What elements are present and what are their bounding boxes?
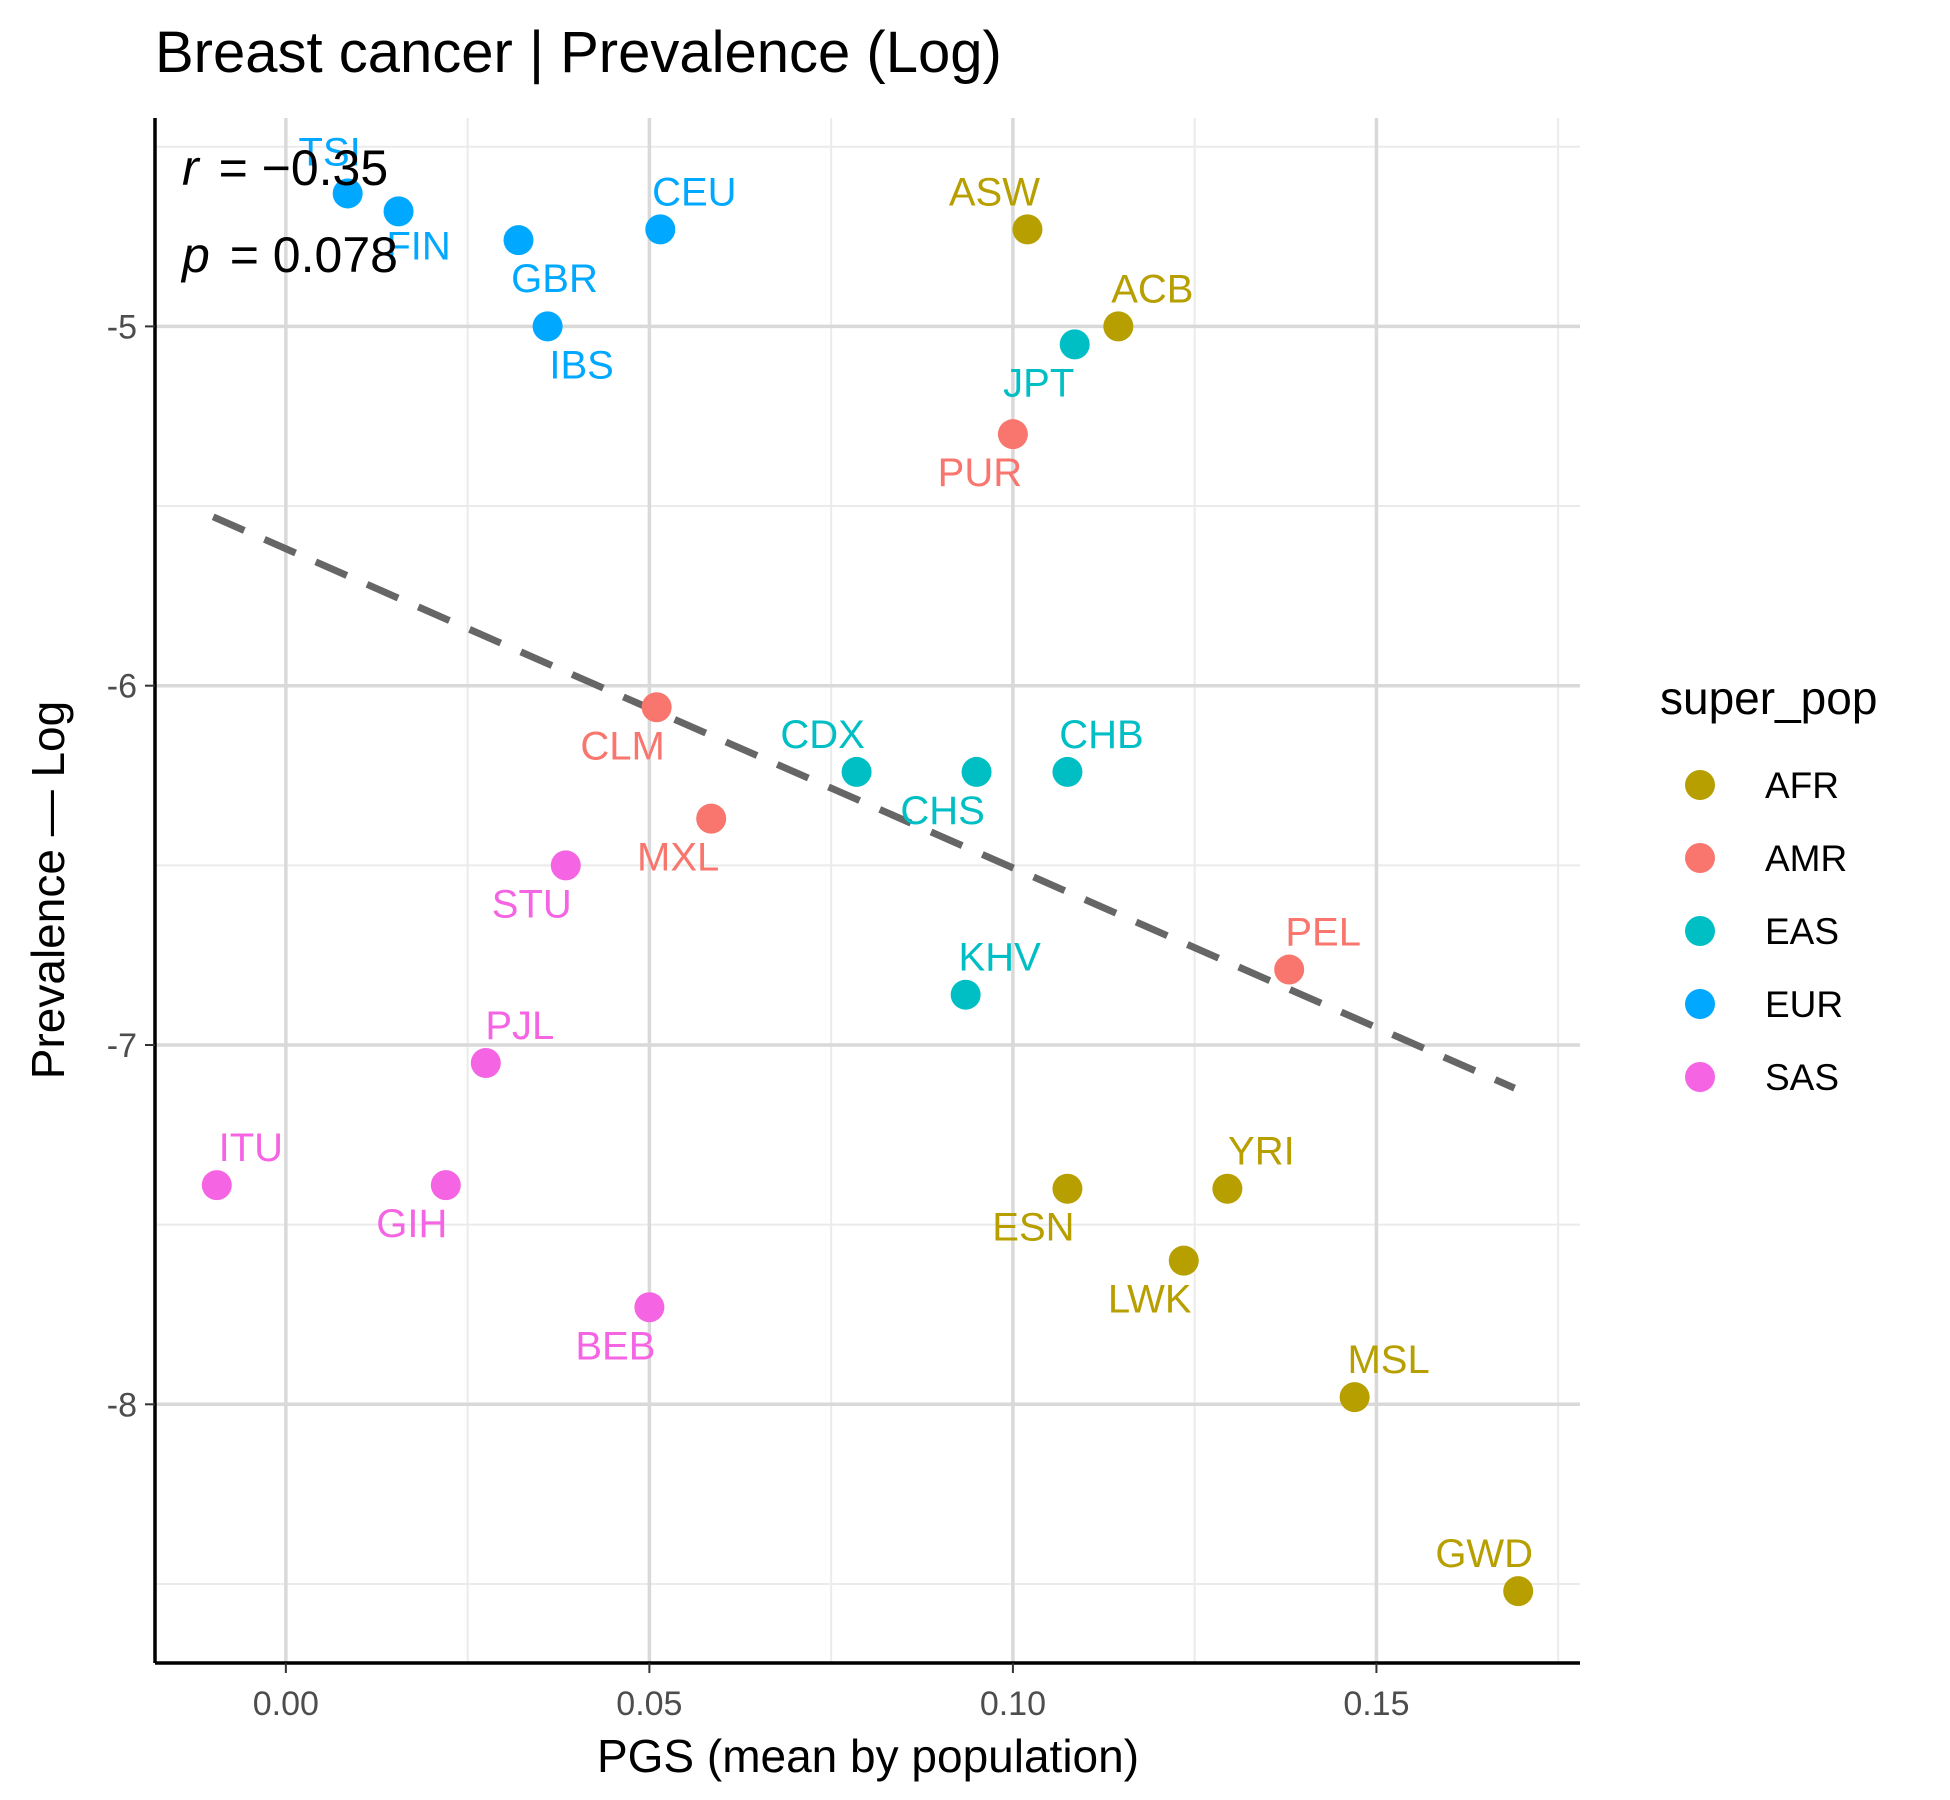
legend: super_pop AFR AMR EAS EUR SAS [1660, 672, 1877, 1098]
legend-label-sas: SAS [1765, 1057, 1839, 1098]
point-lwk [1168, 1245, 1199, 1276]
point-label-stu: STU [492, 882, 572, 926]
point-label-pel: PEL [1285, 911, 1361, 955]
point-yri [1212, 1173, 1243, 1204]
x-axis-ticks: 0.00 0.05 0.10 0.15 [253, 1663, 1410, 1723]
point-khv [950, 979, 981, 1010]
chart-title: Breast cancer | Prevalence (Log) [155, 20, 1002, 85]
point-pjl [470, 1047, 501, 1078]
point-label-clm: CLM [580, 724, 664, 768]
p-stat-value: = 0.078 [230, 227, 398, 283]
legend-label-eas: EAS [1765, 911, 1839, 952]
y-tick-label: -6 [107, 668, 137, 706]
point-pur [997, 419, 1028, 450]
point-cdx [841, 756, 872, 787]
legend-key-eur [1685, 989, 1715, 1019]
correlation-stats: r = −0.35 p = 0.078 [180, 140, 398, 283]
point-msl [1339, 1382, 1370, 1413]
x-tick-label: 0.15 [1343, 1685, 1409, 1723]
point-chb [1052, 756, 1083, 787]
point-tsi [332, 178, 363, 209]
y-axis-title: Prevalence — Log [22, 701, 74, 1079]
legend-label-afr: AFR [1765, 765, 1839, 806]
p-stat: p = 0.078 [180, 227, 398, 283]
point-labels-layer: TSI FIN GBR IBS CEU ASW ACB JPT PUR CLM MXL PEL CDX C… [219, 130, 1534, 1576]
point-label-lwk: LWK [1108, 1278, 1192, 1322]
p-stat-label: p [180, 227, 210, 283]
point-label-ibs: IBS [549, 343, 613, 387]
fit-line-layer [211, 513, 1516, 1092]
point-label-khv: KHV [959, 936, 1042, 980]
point-label-cdx: CDX [780, 713, 864, 757]
point-label-gwd: GWD [1435, 1532, 1533, 1576]
point-label-fin: FIN [386, 224, 450, 268]
point-label-gbr: GBR [511, 257, 598, 301]
y-axis-ticks: -5 -6 -7 -8 [107, 308, 155, 1424]
point-chs [961, 756, 992, 787]
legend-key-eas [1685, 916, 1715, 946]
legend-label-amr: AMR [1765, 838, 1847, 879]
points-layer [201, 178, 1534, 1607]
point-label-ceu: CEU [652, 170, 736, 214]
y-tick-label: -7 [107, 1027, 137, 1065]
point-label-beb: BEB [575, 1324, 655, 1368]
point-label-msl: MSL [1347, 1338, 1429, 1382]
x-tick-label: 0.05 [616, 1685, 682, 1723]
point-fin [383, 196, 414, 227]
x-tick-label: 0.10 [980, 1685, 1046, 1723]
point-itu [201, 1170, 232, 1201]
point-pel [1274, 954, 1305, 985]
point-label-chb: CHB [1059, 713, 1143, 757]
point-mxl [696, 803, 727, 834]
minor-gridlines [155, 118, 1580, 1663]
y-tick-label: -5 [107, 308, 137, 346]
x-axis-title: PGS (mean by population) [597, 1730, 1139, 1782]
point-label-pur: PUR [938, 451, 1022, 495]
regression-line [211, 513, 1516, 1092]
r-stat-label: r [182, 140, 201, 196]
legend-key-amr [1685, 843, 1715, 873]
point-label-esn: ESN [992, 1206, 1074, 1250]
point-ibs [532, 311, 563, 342]
point-clm [641, 692, 672, 723]
point-esn [1052, 1173, 1083, 1204]
r-stat: r = −0.35 [182, 140, 388, 196]
point-gwd [1503, 1576, 1534, 1607]
legend-key-sas [1685, 1062, 1715, 1092]
point-label-chs: CHS [900, 789, 984, 833]
major-gridlines [155, 118, 1580, 1663]
point-label-gih: GIH [376, 1202, 447, 1246]
point-jpt [1059, 329, 1090, 360]
point-ceu [645, 214, 676, 245]
point-label-pjl: PJL [485, 1004, 554, 1048]
point-label-asw: ASW [949, 170, 1040, 214]
point-acb [1103, 311, 1134, 342]
legend-label-eur: EUR [1765, 984, 1843, 1025]
point-gbr [503, 225, 534, 256]
point-label-yri: YRI [1228, 1130, 1295, 1174]
point-asw [1012, 214, 1043, 245]
legend-key-afr [1685, 770, 1715, 800]
point-beb [634, 1292, 665, 1323]
point-label-jpt: JPT [1003, 361, 1074, 405]
legend-title: super_pop [1660, 672, 1877, 724]
point-label-acb: ACB [1111, 267, 1193, 311]
point-label-tsi: TSI [299, 130, 361, 174]
point-stu [550, 850, 581, 881]
point-label-mxl: MXL [637, 836, 719, 880]
y-tick-label: -8 [107, 1386, 137, 1424]
r-stat-value: = −0.35 [219, 140, 389, 196]
point-gih [430, 1170, 461, 1201]
point-label-itu: ITU [219, 1126, 283, 1170]
x-tick-label: 0.00 [253, 1685, 319, 1723]
